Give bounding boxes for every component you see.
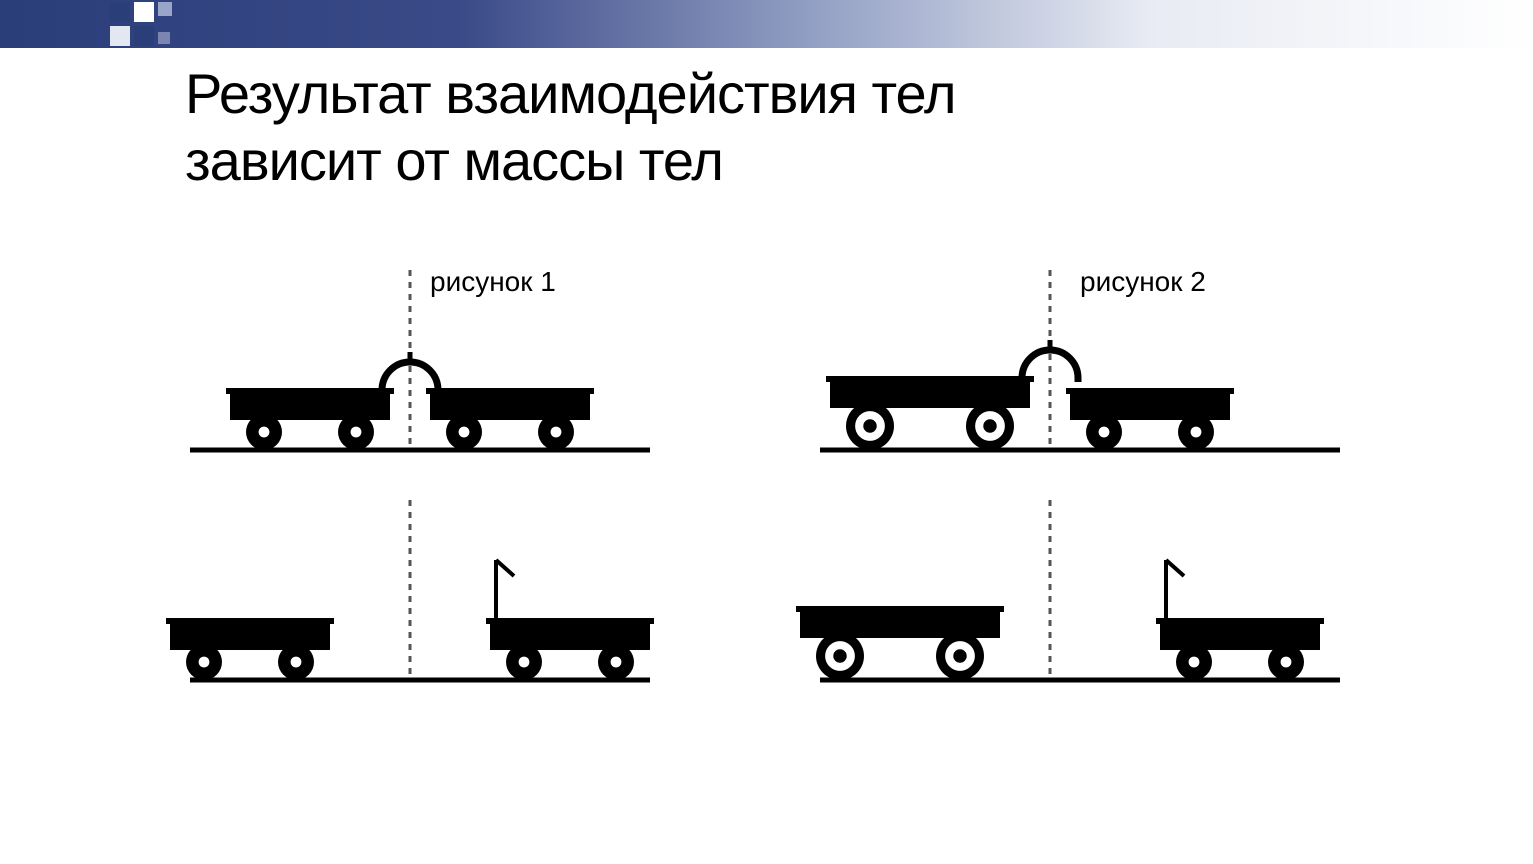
figure-2-panel: рисунок 2 [790,250,1370,720]
figure-1-after-svg [150,480,730,690]
header-squares-decoration [110,2,210,63]
header-gradient-bar [0,0,1533,48]
diagram-area: рисунок 1 рисунок 2 [150,250,1410,730]
slide-title: Результат взаимодействия тел зависит от … [185,60,956,194]
title-line-1: Результат взаимодействия тел [185,62,956,125]
figure-2-before-svg [790,250,1370,460]
figure-2-before [790,250,1370,460]
figure-1-before-svg [150,250,730,460]
figure-2-after-svg [790,480,1370,690]
figure-1-after [150,480,730,690]
title-line-2: зависит от массы тел [185,129,723,192]
figure-2-after [790,480,1370,690]
figure-1-panel: рисунок 1 [150,250,730,720]
figure-1-before [150,250,730,460]
